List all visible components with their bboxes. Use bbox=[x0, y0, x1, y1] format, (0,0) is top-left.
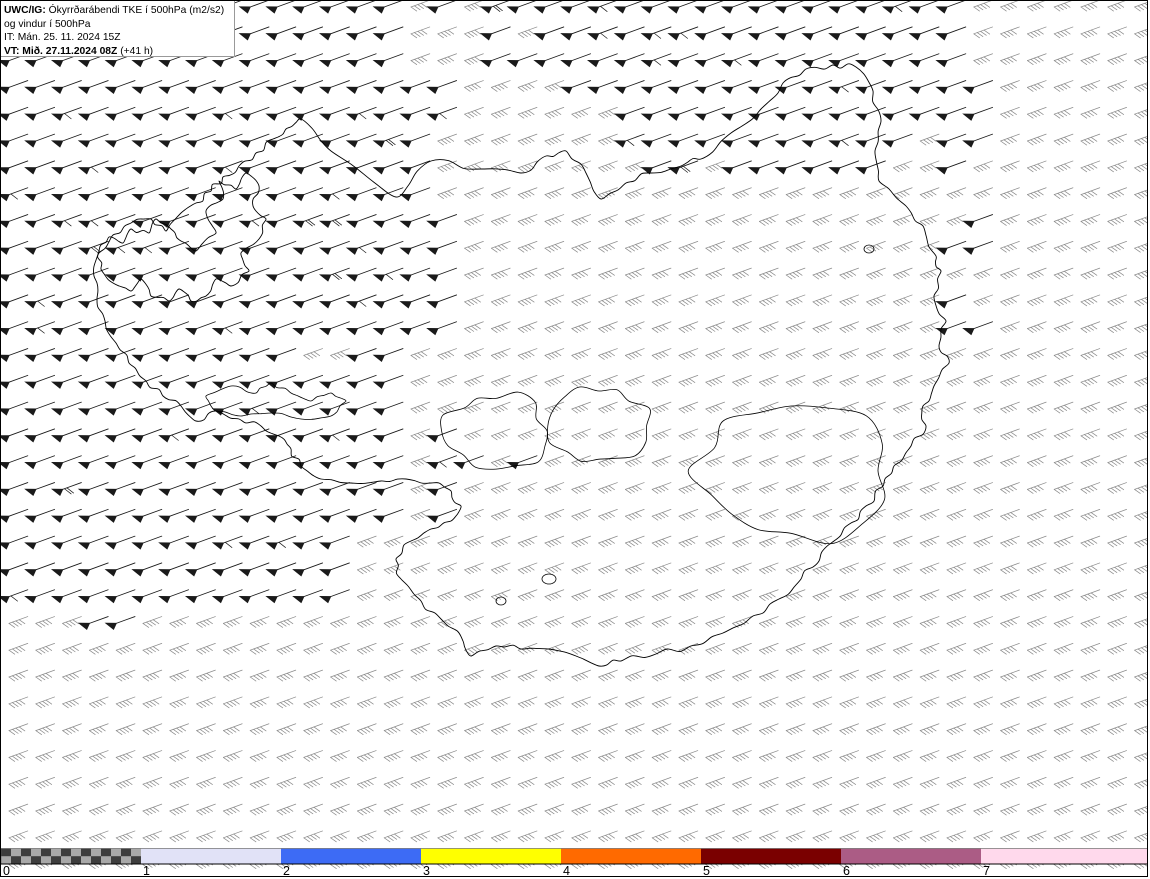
svg-text:1: 1 bbox=[143, 864, 150, 877]
svg-text:5: 5 bbox=[703, 864, 710, 877]
svg-text:0: 0 bbox=[3, 864, 10, 877]
svg-text:4: 4 bbox=[563, 864, 570, 877]
svg-text:3: 3 bbox=[423, 864, 430, 877]
svg-text:6: 6 bbox=[843, 864, 850, 877]
svg-text:2: 2 bbox=[283, 864, 290, 877]
svg-text:7: 7 bbox=[983, 864, 990, 877]
